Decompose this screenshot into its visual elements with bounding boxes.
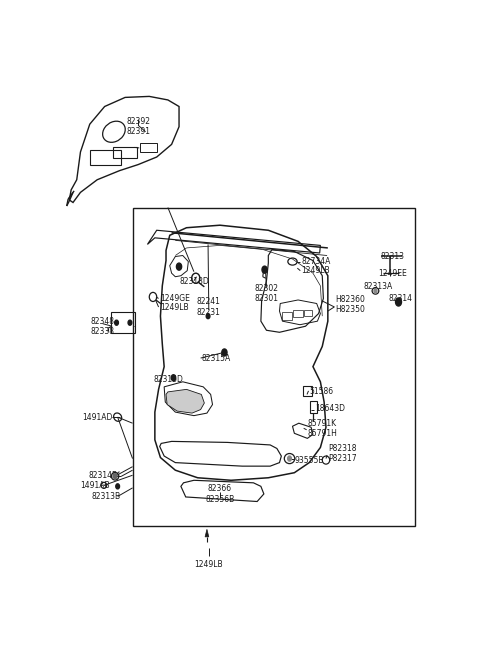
Text: 82315A: 82315A [202,354,230,363]
Circle shape [396,298,401,306]
Text: 93555B: 93555B [294,455,324,464]
Text: 1249LB: 1249LB [160,302,189,312]
Circle shape [177,263,181,270]
Text: 1249EE: 1249EE [379,269,408,277]
Circle shape [115,320,119,325]
Text: 82318D: 82318D [179,277,209,286]
Circle shape [262,266,267,273]
Text: 1249GE: 1249GE [160,294,190,303]
Text: 51586: 51586 [309,388,334,396]
Text: 82241
82231: 82241 82231 [197,297,221,317]
Text: 82314: 82314 [388,294,412,303]
Text: 82314B: 82314B [88,471,117,480]
Text: 82392
82391: 82392 82391 [126,117,150,136]
Text: 1249LB: 1249LB [194,560,223,569]
Text: 82366
82356B: 82366 82356B [205,484,235,504]
Circle shape [222,349,227,356]
Text: 82315D: 82315D [153,375,183,384]
Circle shape [113,474,117,479]
Text: 82313: 82313 [381,252,405,261]
Text: P82318
P82317: P82318 P82317 [328,444,357,463]
Circle shape [128,320,132,325]
Circle shape [206,314,210,319]
Text: 82734A: 82734A [301,257,330,266]
Text: 82313B: 82313B [92,492,121,501]
Text: 1491AD: 1491AD [82,413,112,422]
Text: 82302
82301: 82302 82301 [254,284,278,303]
Text: 1491AB: 1491AB [81,481,110,490]
Circle shape [288,456,291,461]
Text: 1249LB: 1249LB [301,266,330,275]
Text: 82313A: 82313A [363,282,393,291]
Text: 82348
82338: 82348 82338 [91,317,115,336]
Polygon shape [205,529,209,537]
Circle shape [171,375,176,380]
Polygon shape [166,390,204,413]
Bar [132,207,415,525]
Circle shape [116,484,120,489]
Text: H82360
H82350: H82360 H82350 [335,295,365,314]
Text: 18643D: 18643D [315,403,345,413]
Circle shape [374,289,377,293]
Text: 85791K
85791H: 85791K 85791H [307,419,337,438]
